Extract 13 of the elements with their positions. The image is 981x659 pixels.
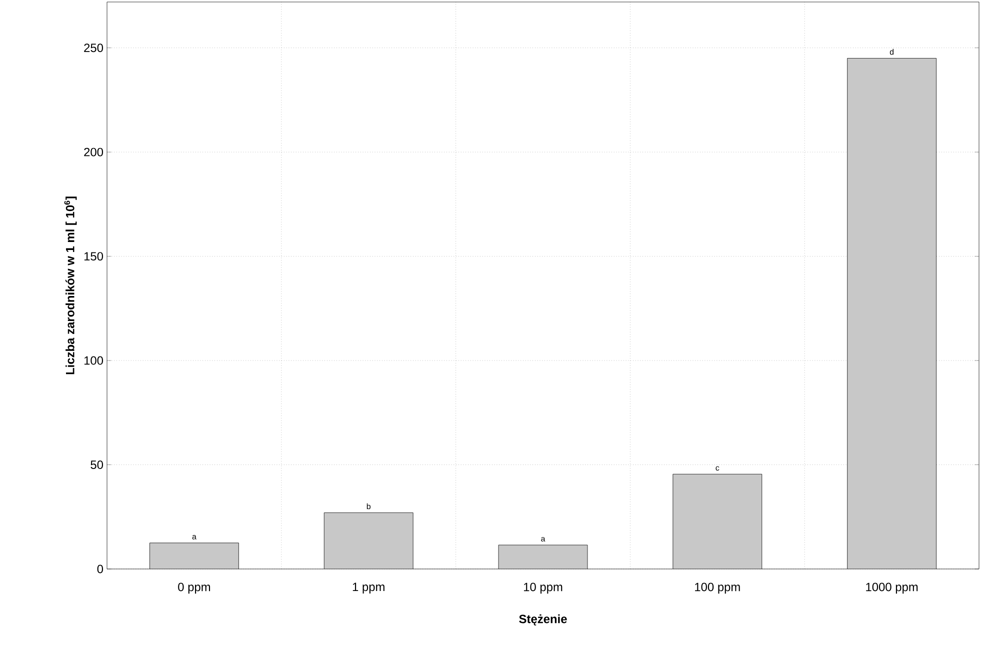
x-axis-title: Stężenie xyxy=(519,614,567,626)
y-tick-label: 0 xyxy=(97,564,104,574)
x-tick-label: 10 ppm xyxy=(524,582,562,594)
x-tick-label: 100 ppm xyxy=(695,582,740,594)
x-tick-label: 0 ppm xyxy=(178,582,210,594)
y-axis-title: Liczba zarodników w 1 ml [ 10$^{6}$] xyxy=(64,196,77,374)
y-tick-label: 200 xyxy=(84,148,104,156)
y-tick-label: 50 xyxy=(90,460,104,469)
x-tick-label: 1000 ppm xyxy=(866,582,918,594)
y-tick-label: 250 xyxy=(84,44,104,52)
y-tick-label: 100 xyxy=(84,356,104,365)
x-tick-label: 1 ppm xyxy=(352,582,384,594)
y-tick-label: 150 xyxy=(84,252,104,261)
